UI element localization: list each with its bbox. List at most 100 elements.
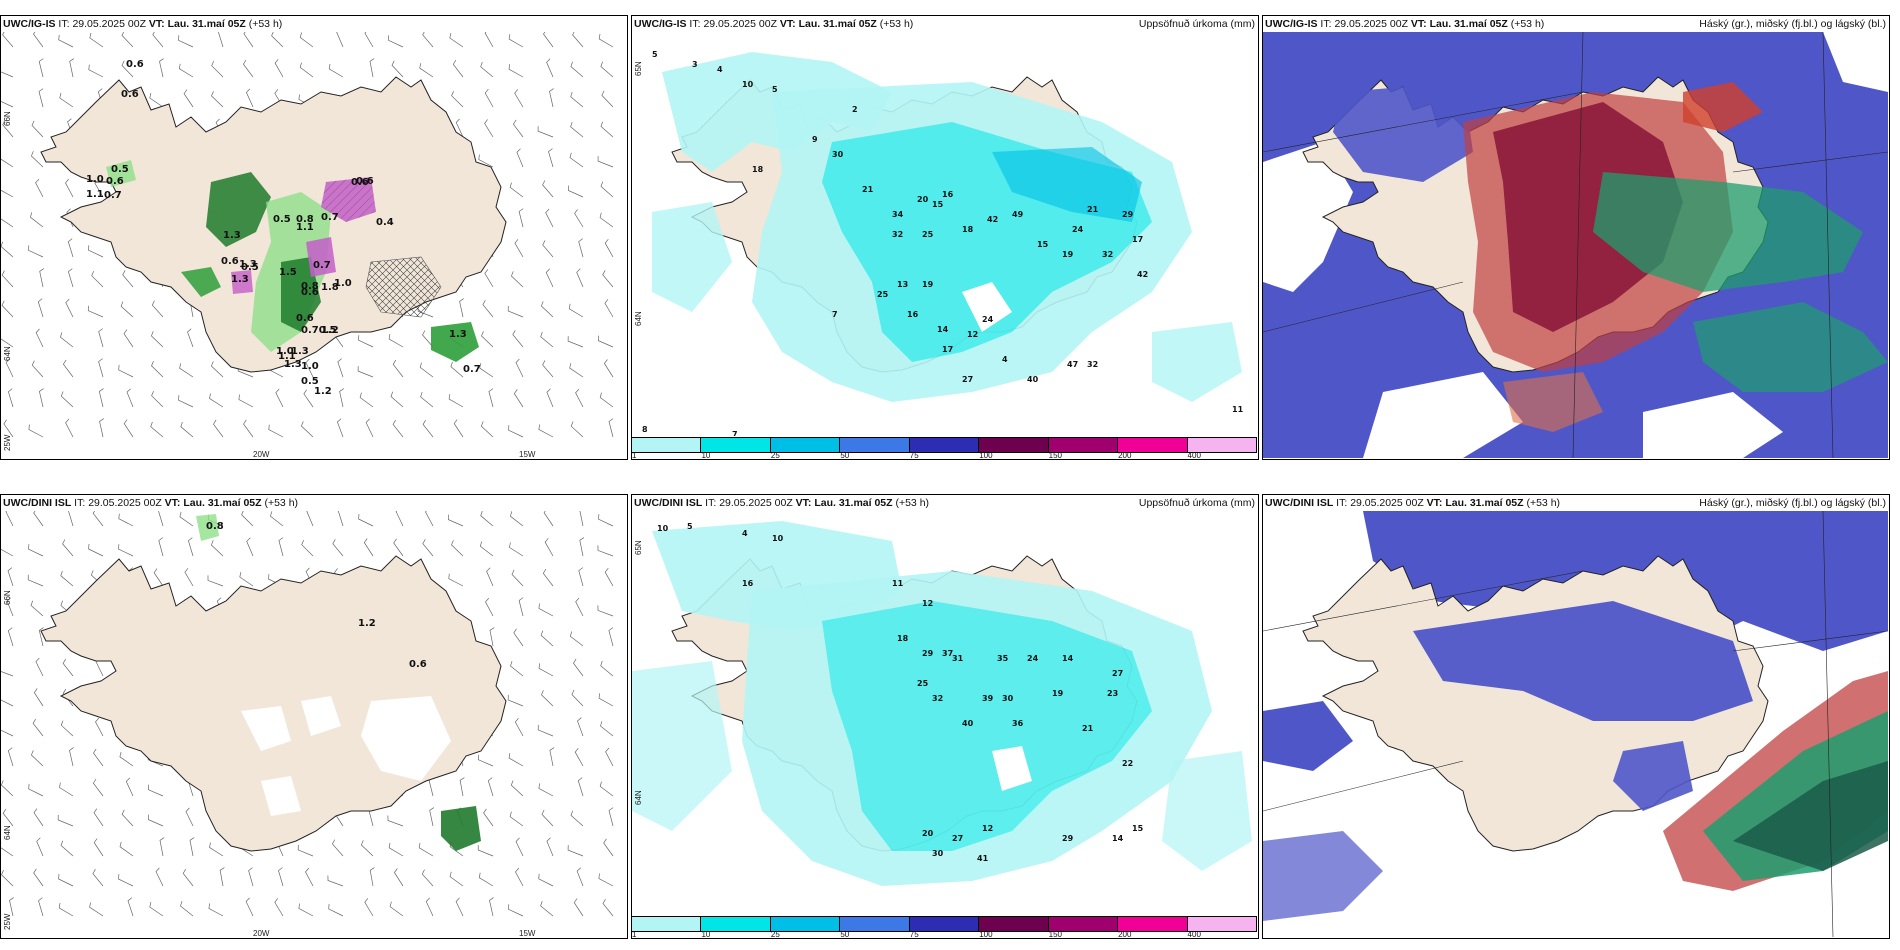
legend-tick-label: 150 [1048, 930, 1063, 939]
legend-swatch [840, 917, 910, 931]
wind-barb [123, 419, 134, 438]
value-label: 21 [1082, 724, 1094, 733]
legend-tick-label: 400 [1187, 451, 1201, 460]
wind-barb [508, 425, 524, 438]
wind-barb [597, 156, 614, 168]
wind-barb [121, 60, 134, 78]
value-label: 0.5 [301, 376, 319, 387]
value-label: 15 [932, 200, 944, 209]
wind-barb [182, 868, 194, 887]
value-label: 1.0 [301, 361, 319, 372]
wind-barb [274, 898, 284, 917]
wind-barb [299, 32, 314, 48]
wind-barb [2, 120, 14, 138]
wind-barb [395, 511, 404, 527]
wind-barb [576, 867, 584, 887]
value-label: 1.3 [291, 346, 309, 357]
value-label: 27 [962, 375, 973, 384]
wind-barb [278, 867, 284, 887]
wind-barb [189, 837, 195, 857]
wind-barb [579, 511, 584, 527]
value-label: 25 [917, 679, 929, 688]
wind-barb [570, 121, 584, 138]
wind-barb [297, 844, 314, 857]
wind-barb [429, 807, 435, 827]
legend-tick-label: 10 [701, 930, 711, 939]
wind-barb [301, 539, 314, 557]
wind-barb [88, 543, 104, 557]
wind-barb [65, 178, 74, 198]
wind-barb [603, 838, 614, 857]
value-label: 27 [1112, 669, 1123, 678]
wind-barb [208, 903, 224, 917]
wind-barb [546, 58, 554, 78]
value-label: 42 [1137, 270, 1148, 279]
value-label: 11 [892, 579, 904, 588]
value-label: 0.6 [296, 313, 314, 324]
value-label: 29 [1122, 210, 1134, 219]
legend-tick-label: 10 [701, 451, 711, 460]
value-label: 18 [962, 225, 974, 234]
value-label: 0.70.5 [301, 325, 336, 336]
value-label: 0.6 [301, 287, 319, 298]
wind-barb [512, 330, 524, 348]
wind-barb [27, 574, 44, 587]
value-label: 19 [1052, 689, 1064, 698]
lon-label-20: 20W [253, 450, 270, 459]
wind-barb [38, 897, 44, 917]
value-label: 0.7 [313, 260, 331, 271]
wind-barb [363, 538, 374, 557]
wind-barb [57, 815, 74, 827]
wind-barb [328, 903, 344, 917]
wind-barb [179, 363, 194, 378]
lon-label-15: 15W [519, 929, 536, 938]
wind-barb [484, 269, 494, 288]
lat-label-65: 65N [634, 61, 643, 76]
lon-label-15: 15W [519, 450, 536, 459]
value-label: 34 [892, 210, 904, 219]
legend-swatch [1118, 438, 1188, 452]
wind-barb [541, 809, 554, 827]
legend-tick-label: 50 [840, 451, 850, 460]
wind-barb [365, 418, 374, 438]
wind-barb [150, 331, 164, 348]
wind-barb [65, 298, 74, 318]
wind-barb [599, 392, 614, 408]
wind-barb [1, 300, 14, 318]
lat-label-66: 66N [3, 111, 12, 126]
value-label: 15 [1037, 240, 1049, 249]
value-label: 30 [932, 849, 944, 858]
wind-barb [209, 842, 224, 857]
wind-barb [1, 780, 14, 797]
wind-barb [574, 209, 584, 228]
wind-barb [118, 874, 134, 887]
wind-barb [207, 575, 224, 587]
value-label: 39 [982, 694, 994, 703]
wind-barb [183, 89, 194, 108]
wind-barb [303, 389, 314, 408]
wind-barb [5, 511, 14, 527]
value-label: 2 [852, 105, 858, 114]
wind-barb [390, 391, 404, 408]
wind-barb [245, 88, 254, 108]
lat-label-66: 66N [3, 590, 12, 605]
wind-barb [509, 811, 524, 827]
value-label: 1.8 [321, 282, 339, 293]
wind-barb [542, 568, 554, 587]
value-label: 16 [942, 190, 954, 199]
panel-right-title: Uppsöfnuð úrkoma (mm) [1138, 18, 1255, 30]
wind-barb [242, 59, 254, 78]
lat-label-64: 64N [634, 790, 643, 805]
wind-barb [598, 514, 614, 527]
wind-barb [155, 867, 164, 887]
wind-barb [243, 32, 254, 48]
wind-barb [33, 511, 44, 527]
wind-barb [422, 539, 434, 557]
wind-barb [99, 418, 104, 438]
wind-barb [305, 358, 314, 378]
wind-barb [149, 902, 164, 917]
wind-barb [241, 511, 254, 527]
wind-barb [608, 627, 614, 647]
wind-barb [479, 541, 494, 557]
wind-barb [576, 268, 584, 288]
